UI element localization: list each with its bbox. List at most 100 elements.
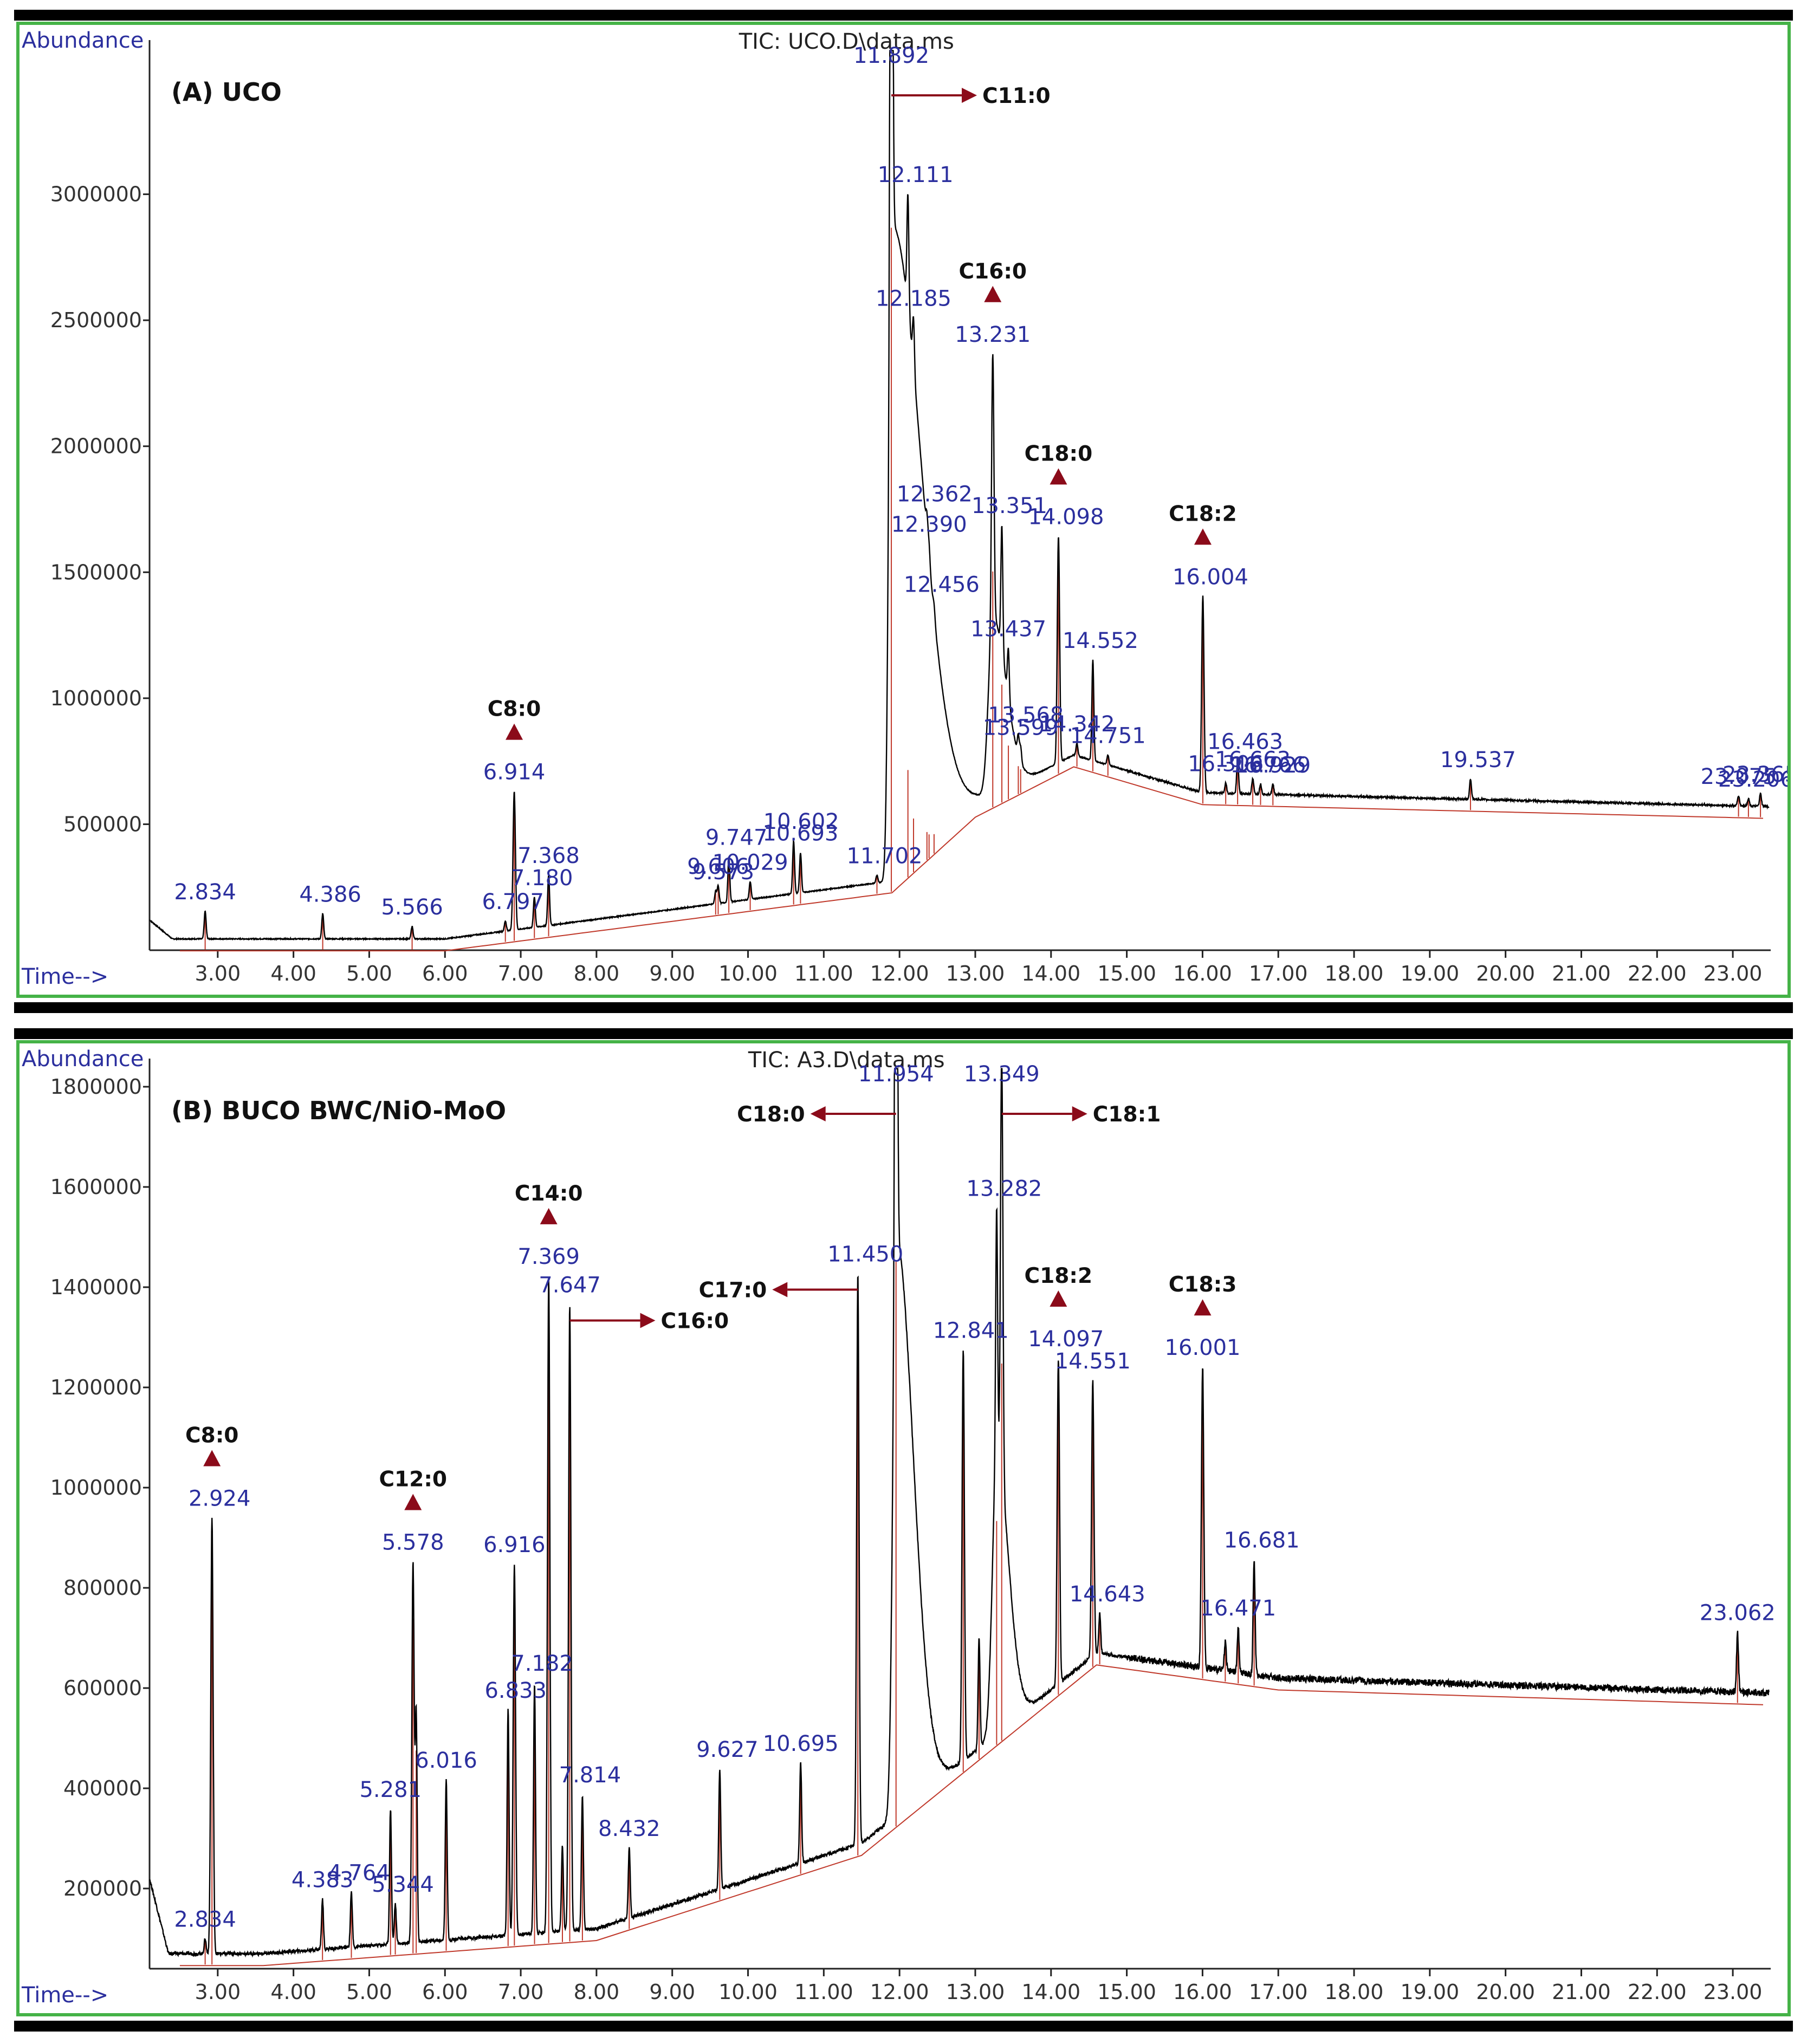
peak-label: 14.551 bbox=[1055, 1349, 1131, 1374]
peak-label: 5.566 bbox=[381, 895, 443, 920]
x-tick-label: 11.00 bbox=[794, 1980, 853, 2004]
peak-label: 16.306 bbox=[1188, 752, 1264, 777]
peak-label: 16.663 bbox=[1215, 748, 1291, 773]
panel-a-top-bar bbox=[14, 10, 1793, 21]
peak-label: 16.929 bbox=[1235, 753, 1311, 778]
peak-label: 11.892 bbox=[853, 43, 929, 68]
compound-annotation: C18:0 bbox=[737, 1102, 805, 1127]
peak-label: 12.111 bbox=[878, 163, 954, 187]
panel-title: (B) BUCO BWC/NiO-MoO bbox=[171, 1096, 506, 1125]
x-tick-label: 3.00 bbox=[195, 962, 241, 985]
peak-label: 7.647 bbox=[539, 1273, 601, 1297]
x-tick-label: 10.00 bbox=[718, 1980, 778, 2004]
y-tick-label: 800000 bbox=[63, 1576, 142, 1600]
peak-label: 4.383 bbox=[292, 1868, 354, 1893]
peak-label: 13.351 bbox=[971, 494, 1047, 518]
peak-label: 5.344 bbox=[372, 1872, 434, 1897]
peak-label: 16.001 bbox=[1165, 1335, 1241, 1360]
peak-label: 19.537 bbox=[1440, 748, 1516, 773]
compound-annotation: C12:0 bbox=[379, 1467, 447, 1491]
annotation-arrow-right bbox=[1072, 1106, 1087, 1121]
y-axis-title: Abundance bbox=[22, 28, 144, 53]
peak-label: 23.206 bbox=[1718, 767, 1787, 792]
compound-annotation: C14:0 bbox=[515, 1182, 583, 1206]
x-tick-label: 5.00 bbox=[346, 962, 392, 985]
chromatogram-b: 200000 400000 600000 800000 1000000 1200000 14… bbox=[21, 1047, 1776, 2008]
tic-trace bbox=[149, 50, 1770, 942]
x-tick-label: 17.00 bbox=[1249, 962, 1308, 985]
annotation-arrow-up bbox=[1050, 1290, 1067, 1307]
peak-label: 7.814 bbox=[559, 1763, 621, 1788]
annotation-arrow-right bbox=[962, 88, 977, 103]
x-tick-label: 12.00 bbox=[870, 1980, 929, 2004]
chart-title: TIC: UCO.D\data.ms bbox=[739, 29, 954, 54]
x-tick-label: 14.00 bbox=[1021, 962, 1080, 985]
peak-label: 10.602 bbox=[763, 809, 839, 834]
panel-a: 500000 1000000 1500000 2000000 2500000 300000… bbox=[14, 10, 1793, 1017]
y-tick-label: 200000 bbox=[63, 1877, 142, 1900]
y-tick-label: 2500000 bbox=[50, 308, 142, 332]
peak-label: 16.463 bbox=[1207, 729, 1283, 754]
peak-label: 14.098 bbox=[1028, 504, 1104, 529]
peak-label: 23.365 bbox=[1722, 762, 1787, 787]
peak-label: 4.386 bbox=[299, 883, 361, 907]
y-tick-label: 1600000 bbox=[50, 1175, 142, 1199]
panel-a-bottom-bar bbox=[14, 1002, 1793, 1013]
peak-label: 5.578 bbox=[382, 1530, 444, 1555]
y-tick-label: 2000000 bbox=[50, 434, 142, 458]
x-tick-label: 14.00 bbox=[1021, 1980, 1080, 2004]
compound-annotation: C18:0 bbox=[1025, 442, 1093, 466]
y-tick-label: 500000 bbox=[63, 812, 142, 836]
compound-annotation: C11:0 bbox=[982, 84, 1051, 108]
x-tick-label: 19.00 bbox=[1400, 962, 1459, 985]
peak-label: 10.029 bbox=[713, 850, 788, 875]
peak-label: 2.834 bbox=[174, 880, 236, 905]
y-tick-label: 1200000 bbox=[50, 1375, 142, 1399]
annotation-arrow-up bbox=[506, 723, 523, 740]
peak-label: 14.643 bbox=[1070, 1582, 1145, 1607]
peak-label: 12.362 bbox=[897, 482, 973, 507]
y-tick-label: 1000000 bbox=[50, 1476, 142, 1500]
x-tick-label: 5.00 bbox=[346, 1980, 392, 2004]
compound-annotation: C8:0 bbox=[185, 1424, 239, 1448]
x-tick-label: 9.00 bbox=[649, 1980, 695, 2004]
peak-label: 12.390 bbox=[891, 512, 967, 537]
x-tick-label: 11.00 bbox=[794, 962, 853, 985]
annotation-arrow-left bbox=[772, 1282, 788, 1297]
peak-label: 2.924 bbox=[189, 1487, 251, 1511]
peak-label: 10.695 bbox=[763, 1731, 839, 1756]
x-tick-label: 8.00 bbox=[574, 1980, 620, 2004]
x-tick-label: 13.00 bbox=[946, 962, 1005, 985]
peak-label: 2.834 bbox=[174, 1907, 236, 1932]
x-tick-label: 10.00 bbox=[718, 962, 778, 985]
peak-label: 7.369 bbox=[517, 1244, 580, 1269]
annotation-arrow-up bbox=[1194, 528, 1212, 545]
chart-title: TIC: A3.D\data.ms bbox=[748, 1048, 945, 1073]
peak-label: 16.471 bbox=[1200, 1596, 1276, 1621]
compound-annotation: C16:0 bbox=[661, 1309, 729, 1333]
compound-annotation: C16:0 bbox=[958, 259, 1027, 284]
panel-b-frame: 200000 400000 600000 800000 1000000 1200000 14… bbox=[16, 1040, 1791, 2016]
peak-label: 13.568 bbox=[988, 703, 1064, 728]
x-tick-label: 23.00 bbox=[1704, 962, 1763, 985]
x-tick-label: 7.00 bbox=[498, 962, 544, 985]
chromatogram-a: 500000 1000000 1500000 2000000 2500000 300000… bbox=[21, 28, 1787, 989]
compound-annotation: C18:1 bbox=[1093, 1102, 1161, 1127]
peak-label: 7.368 bbox=[517, 843, 580, 868]
compound-annotation: C18:3 bbox=[1169, 1273, 1237, 1297]
peak-label: 6.797 bbox=[482, 890, 544, 914]
x-tick-label: 16.00 bbox=[1173, 962, 1232, 985]
peak-label: 12.456 bbox=[904, 572, 980, 597]
integration-baseline bbox=[179, 1664, 1764, 1967]
x-tick-label: 23.00 bbox=[1704, 1980, 1763, 2004]
y-tick-label: 600000 bbox=[63, 1676, 142, 1700]
x-tick-label: 18.00 bbox=[1325, 1980, 1384, 2004]
peak-label: 16.681 bbox=[1224, 1528, 1300, 1553]
x-tick-label: 17.00 bbox=[1249, 1980, 1308, 2004]
y-tick-label: 1500000 bbox=[50, 560, 142, 584]
x-tick-label: 4.00 bbox=[270, 1980, 316, 2004]
peak-label: 4.764 bbox=[328, 1860, 390, 1885]
x-tick-label: 13.00 bbox=[946, 1980, 1005, 2004]
integration-baseline bbox=[179, 766, 1764, 952]
x-tick-label: 7.00 bbox=[498, 1980, 544, 2004]
